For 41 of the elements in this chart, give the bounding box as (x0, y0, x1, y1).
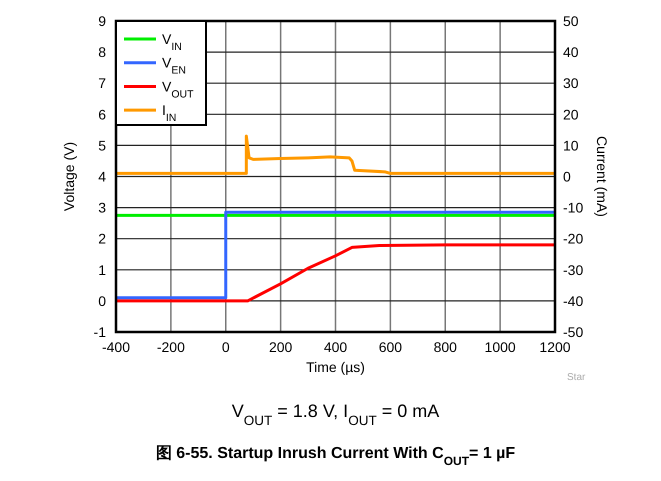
y2-tick-label: 0 (563, 168, 571, 184)
x-tick-label: -400 (102, 339, 130, 355)
y2-tick-label: -40 (563, 292, 584, 309)
y-tick-label: 0 (98, 292, 106, 309)
legend-label: V$_{OUT}$ (162, 78, 194, 100)
y2-tick-label: 50 (563, 13, 579, 29)
x-tick-label: 1000 (484, 339, 516, 355)
y2-tick-label: -30 (563, 262, 584, 278)
y2-tick-label: -10 (563, 200, 584, 216)
y-tick-label: 1 (98, 262, 106, 278)
text: Star (567, 372, 586, 383)
y2-axis-title: Current (mA) (594, 136, 610, 217)
x-tick-label: 200 (268, 339, 293, 355)
y-axis-title: Voltage (V) (61, 142, 77, 212)
y-tick-label: 6 (98, 106, 106, 122)
y-tick-label: -1 (94, 324, 106, 340)
y-tick-label: 4 (98, 168, 106, 184)
y2-tick-label: 40 (563, 44, 579, 60)
y-tick-label: 3 (98, 200, 106, 216)
text: 图 6-55. Startup Inrush Current With C$_{OUT}$= 1 µF (156, 445, 516, 468)
y-tick-label: 9 (98, 13, 106, 29)
y-tick-label: 5 (98, 137, 106, 154)
legend-label: V$_{IN}$ (162, 31, 182, 53)
y2-tick-label: 20 (563, 106, 579, 122)
x-tick-label: 1200 (539, 339, 571, 355)
x-tick-label: 0 (222, 339, 230, 355)
y-tick-label: 2 (98, 230, 106, 247)
y-tick-label: 8 (98, 44, 106, 60)
y2-tick-label: -50 (563, 324, 584, 340)
x-tick-label: -200 (156, 339, 186, 355)
legend-label: V$_{EN}$ (162, 54, 186, 77)
x-tick-label: 400 (324, 339, 348, 355)
y2-tick-label: -20 (563, 230, 584, 247)
x-axis-title: Time (µs) (306, 359, 365, 375)
x-tick-label: 800 (434, 339, 458, 355)
x-tick-label: 600 (378, 339, 402, 355)
legend-label: I$_{IN}$ (162, 102, 176, 124)
y-tick-label: 7 (98, 75, 106, 92)
text: V$_{OUT}$ = 1.8 V, I$_{OUT}$ = 0 mA (232, 401, 440, 428)
y2-tick-label: 10 (563, 137, 579, 154)
y2-tick-label: 30 (563, 75, 579, 92)
